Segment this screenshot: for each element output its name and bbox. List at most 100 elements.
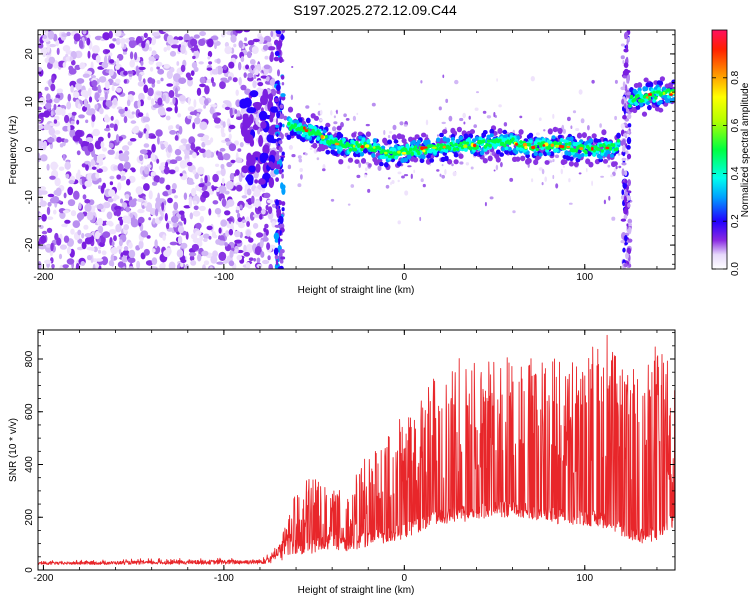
spectrogram-ridge-cell [511,137,515,142]
spectrogram-scatter-cell [519,115,523,119]
spectrogram-noise-cell [105,99,113,108]
spectrogram-noise-cell [115,37,121,46]
spectrogram-noise-cell [190,233,198,240]
spectrogram-noise-cell [254,69,259,76]
spectrogram-noise-cell [247,40,255,46]
spectrogram-ridge-cell [473,151,478,157]
spectrogram-noise-cell [192,55,196,60]
spectrogram-stripe-cell [276,150,280,155]
spectrogram-noise-cell [235,157,243,164]
spectrogram-ridge-cell [562,159,568,165]
snr-y-tick-label: 0 [24,567,35,573]
spectrogram-scatter-cell [347,203,351,206]
spectrogram-ridge-cell [333,151,339,156]
spectrogram-scatter-cell [304,152,308,156]
spectrogram-noise-cell [126,178,131,186]
spectrogram-ridge-cell [559,137,564,143]
spectrogram-stripe-cell [279,249,285,254]
spectrogram-ridge-cell [544,160,550,165]
spectrogram-stripe-cell [276,208,282,215]
spectrogram-stripe-cell [624,235,628,242]
spectrogram-noise-cell [47,216,54,220]
spectrogram-stripe-cell [275,199,280,206]
spectrogram-noise-cell [92,264,96,269]
snr-y-tick-label: 200 [24,508,35,525]
spectrogram-stripe-cell [627,113,632,119]
spectrogram-noise-cell [235,184,243,192]
spectrogram-ridge-cell [378,146,382,151]
spectrogram-noise-cell [193,44,199,51]
spectrogram-stripe-cell [276,164,281,170]
spectrogram-noise-cell [252,222,259,229]
spectrogram-noise-cell [155,129,163,137]
spectrogram-noise-cell [199,121,208,130]
spectrogram-scatter-cell [586,168,588,173]
spectrogram-noise-cell [111,241,115,247]
spectrogram-ridge-cell [592,149,596,153]
spectrogram-scatter-cell [568,178,571,183]
spectrogram-noise-cell [127,257,136,264]
spectrogram-noise-cell [180,138,188,144]
spectrogram-noise-cell [120,175,126,181]
spectrogram-noise-cell [252,80,257,89]
spectrogram-ridge-cell [519,140,523,144]
spectrogram-y-tick-label: -10 [24,190,35,205]
spectrogram-ridge-cell [495,157,501,163]
spectrogram-noise-cell [87,87,92,97]
spectrogram-noise-cell [267,46,276,51]
spectrogram-scatter-cell [436,169,440,172]
spectrogram-noise-cell [184,149,190,156]
spectrogram-noise-cell [193,66,199,72]
spectrogram-noise-cell [245,244,254,254]
spectrogram-ridge-cell [537,142,541,146]
spectrogram-noise-cell [243,244,247,253]
spectrogram-noise-cell [171,39,179,44]
spectrogram-noise-cell [98,185,102,190]
spectrogram-ridge-cell [325,122,331,128]
spectrogram-ridge-cell [371,153,376,158]
spectrogram-noise-cell [45,93,51,101]
spectrogram-noise-cell [102,147,107,152]
spectrogram-noise-cell [91,80,98,87]
spectrogram-noise-cell [38,261,42,269]
spectrogram-noise-cell [220,163,225,170]
spectrogram-ridge-cell [488,143,492,148]
spectrogram-scatter-cell [572,110,577,114]
spectrogram-noise-cell [53,97,60,104]
spectrogram-noise-cell [252,214,260,218]
spectrogram-noise-cell [178,95,186,102]
spectrogram-noise-cell [102,32,110,41]
spectrogram-noise-cell [192,152,197,159]
spectrogram-noise-cell [216,170,222,175]
spectrogram-scatter-cell [407,165,412,168]
spectrogram-ridge-cell [517,144,522,148]
spectrogram-noise-cell [243,72,247,78]
spectrogram-noise-cell [268,127,275,136]
spectrogram-ridge-cell [658,99,663,104]
spectrogram-noise-cell [134,52,138,61]
spectrogram-noise-cell [82,146,89,152]
spectrogram-scatter-cell [465,162,470,166]
spectrogram-noise-cell [166,107,173,112]
spectrogram-noise-cell [145,260,154,266]
spectrogram-noise-cell [214,207,222,215]
spectrogram-ridge-cell [654,95,658,100]
spectrogram-ridge-cell [453,152,459,158]
spectrogram-noise-cell [142,116,151,123]
spectrogram-stripe-cell [280,184,286,190]
spectrogram-stripe-cell [278,237,281,246]
spectrogram-noise-cell [248,237,254,243]
spectrogram-peak-cell [334,142,340,146]
spectrogram-ridge-cell [482,139,486,144]
spectrogram-stripe-cell [625,150,629,155]
spectrogram-scatter-cell [563,165,565,168]
spectrogram-noise-cell [230,34,237,43]
spectrogram-scatter-cell [333,115,336,119]
spectrogram-stripe-cell [620,55,625,60]
spectrogram-noise-cell [123,161,131,170]
spectrogram-noise-cell [199,215,205,223]
spectrogram-noise-cell [59,244,68,250]
spectrogram-scatter-cell [578,89,583,95]
spectrogram-noise-cell [220,120,224,126]
spectrogram-ridge-cell [487,155,493,162]
